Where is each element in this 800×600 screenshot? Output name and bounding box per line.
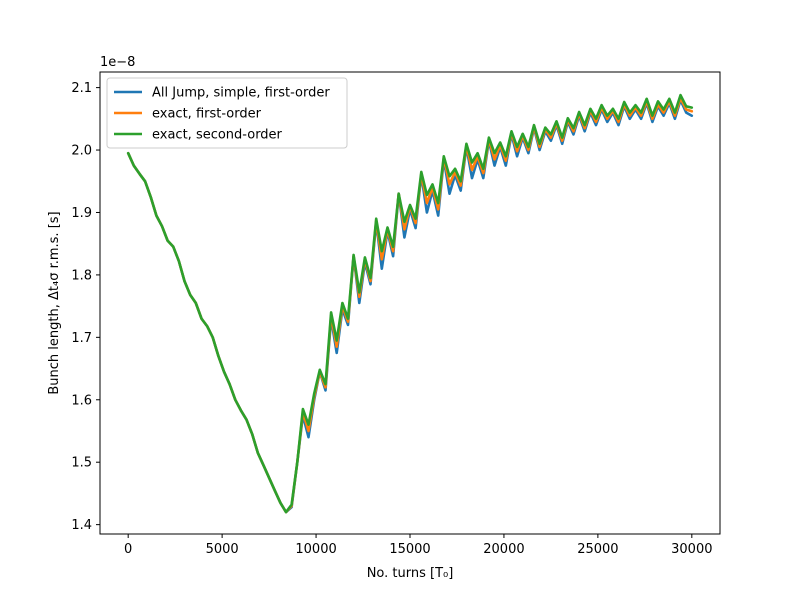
y-tick-label: 1.8 xyxy=(71,268,92,283)
y-tick-label: 1.5 xyxy=(71,456,92,471)
y-axis-label: Bunch length, Δt₄σ r.m.s. [s] xyxy=(47,211,62,394)
series-lines xyxy=(126,93,694,514)
y-tick-label: 2.0 xyxy=(71,144,92,159)
x-tick-label: 30000 xyxy=(671,542,712,557)
plot-area xyxy=(126,93,694,514)
y-tick-label: 2.1 xyxy=(71,81,92,96)
y-tick-label: 1.6 xyxy=(71,393,92,408)
y-tick-label: 1.9 xyxy=(71,206,92,221)
series-line-3 xyxy=(126,93,694,514)
legend-label-2: exact, first-order xyxy=(152,107,262,122)
legend-label-1: All Jump, simple, first-order xyxy=(152,86,330,101)
y-tick-label: 1.4 xyxy=(71,518,92,533)
x-tick-label: 20000 xyxy=(483,542,524,557)
y-offset-text: 1e−8 xyxy=(100,55,135,70)
x-tick-label: 0 xyxy=(124,542,132,557)
x-tick-label: 15000 xyxy=(389,542,430,557)
x-tick-label: 25000 xyxy=(577,542,618,557)
y-tick-label: 1.7 xyxy=(71,331,92,346)
axes: 0 5000 10000 15000 20000 25000 30000 1.4 1.5 1.6 1… xyxy=(71,71,721,557)
x-tick-label: 5000 xyxy=(206,542,239,557)
x-tick-label: 10000 xyxy=(295,542,336,557)
x-axis-label: No. turns [T₀] xyxy=(367,566,454,581)
legend-box xyxy=(106,77,348,149)
legend-label-3: exact, second-order xyxy=(152,128,283,143)
legend: All Jump, simple, first-order exact, firs… xyxy=(106,77,348,149)
